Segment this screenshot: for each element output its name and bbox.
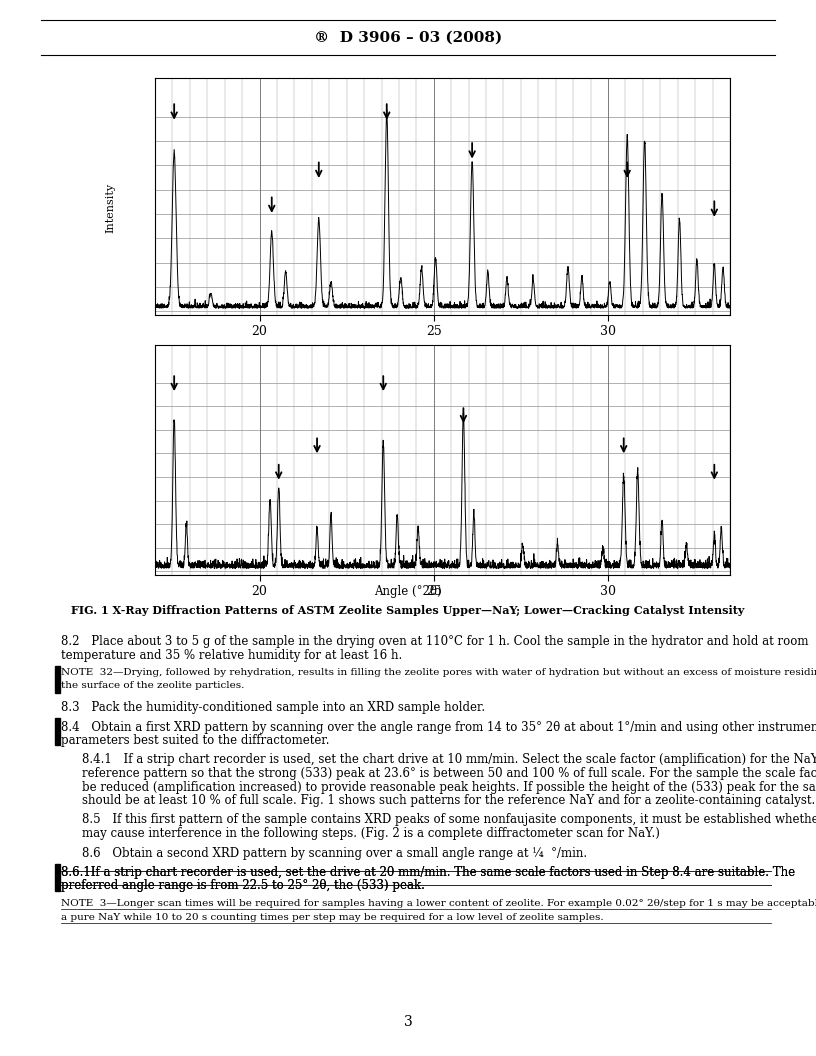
Text: ®  D 3906 – 03 (2008): ® D 3906 – 03 (2008) xyxy=(314,31,502,45)
Text: 8.4 Obtain a first XRD pattern by scanning over the angle range from 14 to 35° 2: 8.4 Obtain a first XRD pattern by scanni… xyxy=(61,720,816,734)
Text: 8.6.1If a strip chart recorder is used, set the drive at 20 mm/min. The same sca: 8.6.1If a strip chart recorder is used, … xyxy=(61,866,796,879)
Text: 8.3 Pack the humidity-conditioned sample into an XRD sample holder.: 8.3 Pack the humidity-conditioned sample… xyxy=(61,701,486,714)
Text: preferred angle range is from 22.5 to 25° 2θ, the (533) peak.: preferred angle range is from 22.5 to 25… xyxy=(61,880,425,892)
Text: NOTE  3—Longer scan times will be required for samples having a lower content of: NOTE 3—Longer scan times will be require… xyxy=(61,899,816,908)
Text: 8.5 If this first pattern of the sample contains XRD peaks of some nonfaujasite : 8.5 If this first pattern of the sample … xyxy=(82,813,816,827)
Text: the surface of the zeolite particles.: the surface of the zeolite particles. xyxy=(61,681,245,691)
Text: NOTE  32—Drying, followed by rehydration, results in filling the zeolite pores w: NOTE 32—Drying, followed by rehydration,… xyxy=(61,668,816,677)
Text: FIG. 1 X-Ray Diffraction Patterns of ASTM Zeolite Samples Upper—NaY; Lower—Crack: FIG. 1 X-Ray Diffraction Patterns of AST… xyxy=(71,604,745,616)
Text: may cause interference in the following steps. (Fig. 2 is a complete diffractome: may cause interference in the following … xyxy=(82,827,659,840)
Text: 8.6 Obtain a second XRD pattern by scanning over a small angle range at ¼  °/min: 8.6 Obtain a second XRD pattern by scann… xyxy=(82,847,587,860)
Text: preferred angle range is from 22.5 to 25° 2θ, the (533) peak.: preferred angle range is from 22.5 to 25… xyxy=(61,880,425,892)
Text: Angle (°2θ): Angle (°2θ) xyxy=(375,585,441,599)
Text: a pure NaY while 10 to 20 s counting times per step may be required for a low le: a pure NaY while 10 to 20 s counting tim… xyxy=(61,912,604,922)
Text: 8.6.1If a strip chart recorder is used, set the drive at 20 mm/min. The same sca: 8.6.1If a strip chart recorder is used, … xyxy=(61,866,796,879)
Text: temperature and 35 % relative humidity for at least 16 h.: temperature and 35 % relative humidity f… xyxy=(61,648,402,661)
Text: Intensity: Intensity xyxy=(105,184,115,233)
Text: preferred angle range is from 22.5 to 25° 2θ, the (533) peak.: preferred angle range is from 22.5 to 25… xyxy=(61,880,425,892)
Text: 8.4.1 If a strip chart recorder is used, set the chart drive at 10 mm/min. Selec: 8.4.1 If a strip chart recorder is used,… xyxy=(82,754,816,767)
Text: 3: 3 xyxy=(404,1015,412,1029)
Text: 8.2 Place about 3 to 5 g of the sample in the drying oven at 110°C for 1 h. Cool: 8.2 Place about 3 to 5 g of the sample i… xyxy=(61,635,809,648)
Text: should be at least 10 % of full scale. Fig. 1 shows such patterns for the refere: should be at least 10 % of full scale. F… xyxy=(82,794,815,807)
Text: be reduced (amplification increased) to provide reasonable peak heights. If poss: be reduced (amplification increased) to … xyxy=(82,780,816,793)
Text: reference pattern so that the strong (533) peak at 23.6° is between 50 and 100 %: reference pattern so that the strong (53… xyxy=(82,767,816,780)
Text: 8.6.1If a strip chart recorder is used, set the drive at 20 mm/min. The same sca: 8.6.1If a strip chart recorder is used, … xyxy=(61,866,796,879)
Text: parameters best suited to the diffractometer.: parameters best suited to the diffractom… xyxy=(61,734,330,747)
